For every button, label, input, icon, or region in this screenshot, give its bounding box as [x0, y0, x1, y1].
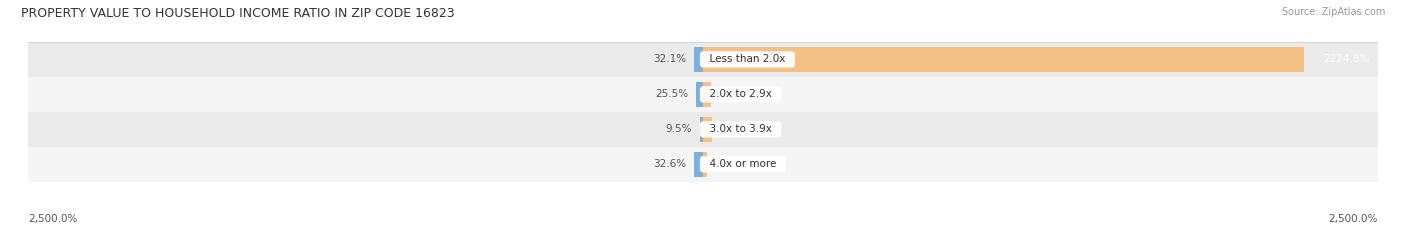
Text: 2,500.0%: 2,500.0%: [1329, 214, 1378, 224]
Text: 4.0x or more: 4.0x or more: [703, 159, 783, 169]
Bar: [703, 47, 1303, 72]
Bar: [28, 147, 1378, 182]
Bar: [703, 152, 707, 177]
Bar: [695, 47, 703, 72]
Text: 33.8%: 33.8%: [720, 124, 754, 134]
Text: 30.5%: 30.5%: [720, 89, 752, 99]
Text: 3.0x to 3.9x: 3.0x to 3.9x: [703, 124, 779, 134]
Text: 2.0x to 2.9x: 2.0x to 2.9x: [703, 89, 779, 99]
Text: 9.5%: 9.5%: [666, 124, 692, 134]
Text: 32.1%: 32.1%: [654, 55, 686, 64]
Text: 32.6%: 32.6%: [652, 159, 686, 169]
Bar: [696, 82, 703, 107]
Bar: [28, 77, 1378, 112]
Text: 2,500.0%: 2,500.0%: [28, 214, 77, 224]
Text: 25.5%: 25.5%: [655, 89, 688, 99]
Bar: [28, 42, 1378, 77]
Text: Less than 2.0x: Less than 2.0x: [703, 55, 792, 64]
Text: PROPERTY VALUE TO HOUSEHOLD INCOME RATIO IN ZIP CODE 16823: PROPERTY VALUE TO HOUSEHOLD INCOME RATIO…: [21, 7, 454, 20]
Text: Source: ZipAtlas.com: Source: ZipAtlas.com: [1281, 7, 1385, 17]
Text: 16.4%: 16.4%: [716, 159, 748, 169]
Bar: [703, 82, 711, 107]
Text: 2224.8%: 2224.8%: [1323, 55, 1369, 64]
Bar: [703, 117, 711, 142]
Bar: [695, 152, 703, 177]
Bar: [700, 117, 703, 142]
Bar: [28, 112, 1378, 147]
